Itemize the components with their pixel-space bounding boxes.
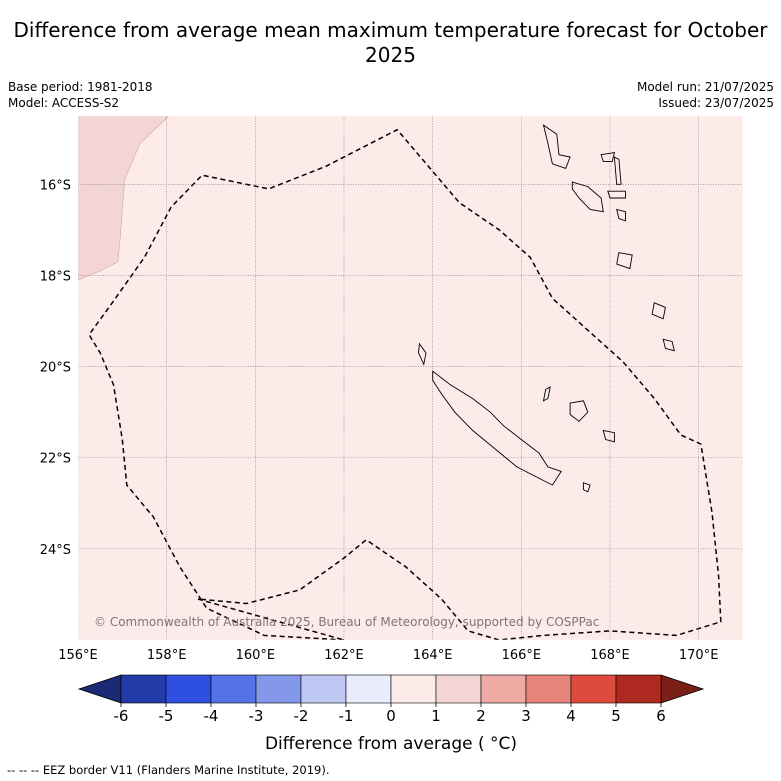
lon-tick-label: 170°E (679, 648, 719, 663)
colorbar-swatch (480, 674, 527, 704)
lon-tick-label: 166°E (502, 648, 542, 663)
colorbar-tick-label: -6 (114, 707, 129, 725)
lat-tick-label: 18°S (40, 269, 71, 284)
meta-right: Model run: 21/07/2025 Issued: 23/07/2025 (637, 79, 774, 111)
lon-tick-label: 156°E (58, 648, 98, 663)
copyright-text: © Commonwealth of Australia 2025, Bureau… (94, 615, 599, 629)
colorbar-tick-label: 2 (476, 707, 486, 725)
colorbar-swatch (300, 674, 347, 704)
colorbar-tick-label: 4 (566, 707, 576, 725)
eez-border (88, 128, 722, 640)
island-mare (602, 429, 615, 443)
colorbar-swatch (390, 674, 437, 704)
island-efate (616, 252, 633, 270)
anomaly-region-1-2 (78, 116, 170, 281)
colorbar-tick-label: -4 (204, 707, 219, 725)
lon-tick-label: 158°E (147, 648, 187, 663)
colorbar-swatch (345, 674, 392, 704)
eez-footnote: -- -- -- EEZ border V11 (Flanders Marine… (7, 763, 330, 777)
colorbar-swatch (435, 674, 482, 704)
lat-tick-label: 24°S (40, 543, 71, 558)
colorbar-swatch (120, 674, 167, 704)
map-background (78, 116, 743, 640)
colorbar-extend-low (77, 674, 122, 704)
colorbar-swatch (615, 674, 662, 704)
island-belep (418, 342, 427, 366)
colorbar-tick-label: -3 (249, 707, 264, 725)
colorbar-swatch (525, 674, 572, 704)
island-isle-of-pines (582, 482, 591, 493)
lat-tick-label: 22°S (40, 452, 71, 467)
island-tanna (662, 338, 675, 352)
lon-tick-label: 164°E (413, 648, 453, 663)
colorbar-swatch (165, 674, 212, 704)
issued-date: Issued: 23/07/2025 (658, 96, 774, 110)
chart-title: Difference from average mean maximum tem… (13, 18, 768, 67)
lon-tick-label: 160°E (236, 648, 276, 663)
colorbar-tick-label: 5 (611, 707, 621, 725)
colorbar-tick-label: 6 (656, 707, 666, 725)
island-malekula (571, 181, 604, 213)
colorbar-extend-high (660, 674, 705, 704)
colorbar-tick-label: -2 (294, 707, 309, 725)
lat-tick-label: 20°S (40, 361, 71, 376)
lon-tick-label: 168°E (590, 648, 630, 663)
model-run: Model run: 21/07/2025 (636, 80, 774, 94)
colorbar-tick-label: -1 (339, 707, 354, 725)
island-espiritu-santo (542, 124, 571, 169)
colorbar-tick-label: 1 (431, 707, 441, 725)
colorbar-tick-label: 3 (521, 707, 531, 725)
island-new-caledonia (432, 370, 562, 486)
colorbar-label: Difference from average ( °C) (265, 734, 517, 754)
colorbar-swatch (255, 674, 302, 704)
island-epi (616, 208, 626, 222)
map-area: © Commonwealth of Australia 2025, Bureau… (78, 116, 743, 640)
model-name: Model: ACCESS-S2 (8, 96, 120, 110)
island-ouvea (542, 386, 551, 402)
island-erromango (651, 302, 666, 320)
island-lifou (569, 400, 589, 422)
colorbar-tick-label: -5 (159, 707, 174, 725)
colorbar-swatch (570, 674, 617, 704)
colorbar-tick-label: 0 (386, 707, 396, 725)
island-pentecost (613, 156, 622, 185)
lon-tick-label: 162°E (324, 648, 364, 663)
colorbar-swatch (210, 674, 257, 704)
meta-left: Base period: 1981-2018 Model: ACCESS-S2 (8, 79, 153, 111)
base-period: Base period: 1981-2018 (8, 80, 153, 94)
island-ambae (600, 151, 615, 163)
map-frame (77, 115, 744, 641)
island-ambrym (607, 190, 626, 199)
lat-tick-label: 16°S (40, 178, 71, 193)
